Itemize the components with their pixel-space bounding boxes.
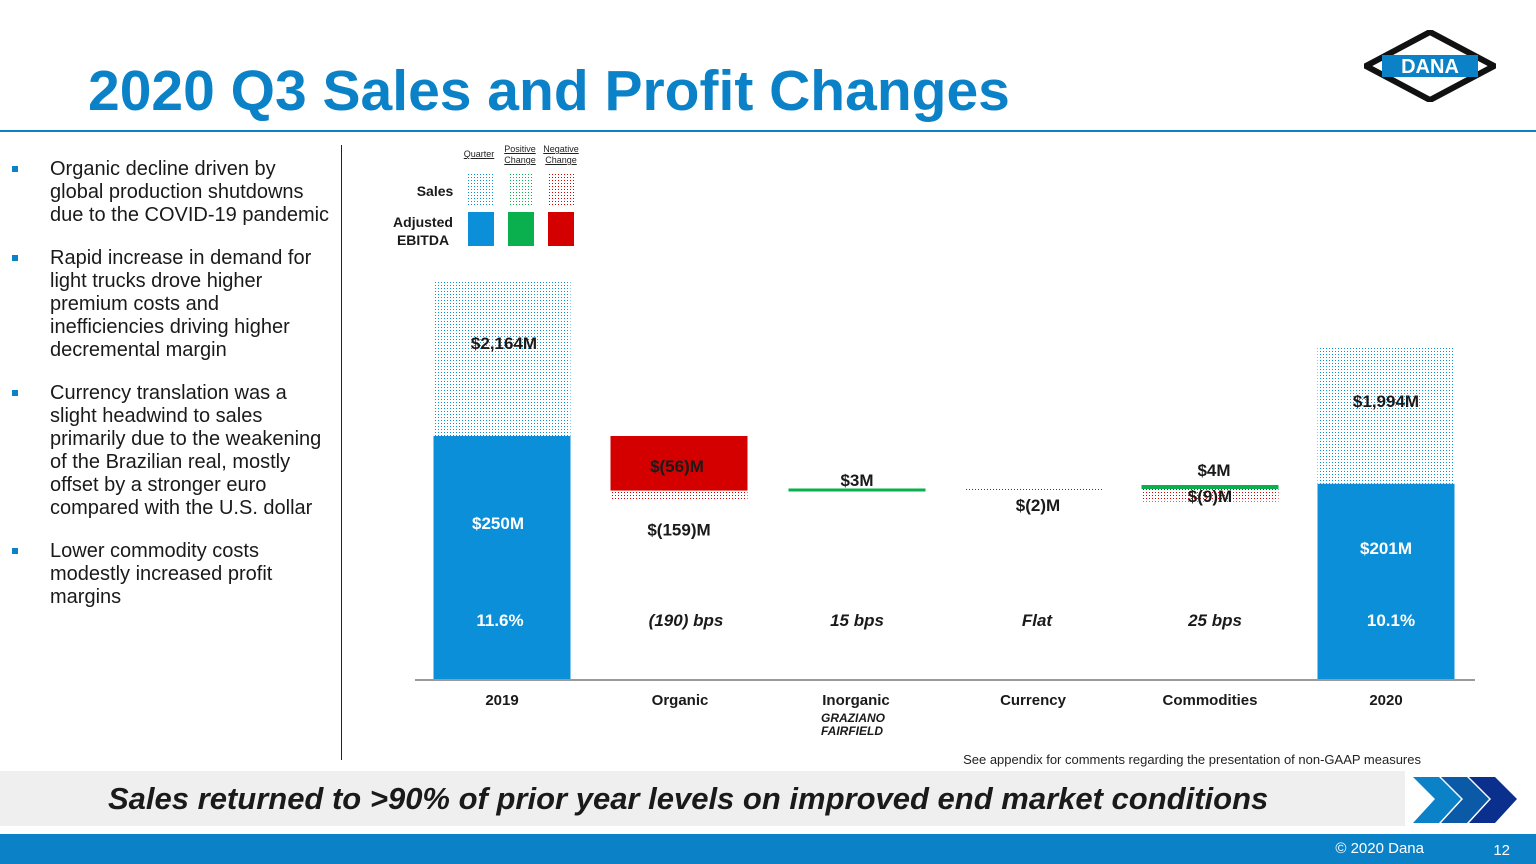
x-tick-label-2020: 2020: [1369, 692, 1402, 709]
legend-swatch-ebitda-quarter: [468, 212, 494, 246]
svg-text:GRAZIANO: GRAZIANO: [821, 711, 886, 725]
legend-swatch-sales-quarter: [468, 173, 494, 207]
bullet-square-icon: [12, 255, 18, 261]
bullet-item: Currency translation was a slight headwi…: [12, 382, 332, 520]
label-sales-inorganic: $3M: [840, 471, 873, 490]
bar-sales-inorganic: [788, 491, 926, 492]
margin-label-1: (190) bps: [649, 611, 724, 630]
conclusion-banner: [0, 771, 1405, 826]
margin-label-4: 25 bps: [1187, 611, 1242, 630]
bullet-item: Organic decline driven by global product…: [12, 158, 332, 227]
label-sales-2020: $1,994M: [1353, 392, 1419, 411]
legend-swatch-sales-positive: [508, 173, 534, 207]
x-tick-label-commodities: Commodities: [1162, 692, 1257, 709]
legend-col-negative: Negative Change: [543, 144, 579, 165]
bar-sales-commodities: [1141, 489, 1279, 502]
legend-row-ebitda: Adjusted EBITDA: [393, 214, 453, 248]
bar-sales-currency: [965, 489, 1103, 491]
title-divider: [0, 130, 1536, 132]
svg-text:FAIRFIELD: FAIRFIELD: [821, 724, 883, 737]
bar-sales-organic: [610, 490, 748, 501]
conclusion-text: Sales returned to >90% of prior year lev…: [108, 781, 1269, 816]
logo-text: DANA: [1401, 56, 1459, 78]
footnote: See appendix for comments regarding the …: [963, 752, 1421, 767]
legend-col-quarter: Quarter: [463, 149, 495, 159]
bar-sales-2019: [433, 281, 571, 436]
bullet-square-icon: [12, 166, 18, 172]
bar-ebitda-inorganic: [788, 488, 926, 492]
bullet-list: Organic decline driven by global product…: [12, 158, 332, 629]
label-ebitda-2019: $250M: [472, 514, 524, 533]
x-tick-label-currency: Currency: [1000, 692, 1067, 709]
label-ebitda-organic: $(56)M: [650, 457, 704, 476]
label-sales-2019: $2,164M: [471, 334, 537, 353]
margin-label-3: Flat: [1022, 611, 1054, 630]
graziano-fairfield-logo: GRAZIANO FAIRFIELD: [821, 711, 886, 737]
copyright: © 2020 Dana: [1335, 840, 1424, 857]
bullet-square-icon: [12, 548, 18, 554]
legend-swatch-ebitda-negative: [548, 212, 574, 246]
legend-col-positive: Positive Change: [504, 144, 536, 165]
label-ebitda-commodities: $4M: [1197, 461, 1230, 480]
legend-row-sales: Sales: [416, 183, 454, 199]
footer-bar: [0, 834, 1536, 864]
page-title: 2020 Q3 Sales and Profit Changes: [88, 59, 1010, 123]
label-sales-currency: $(2)M: [1016, 496, 1060, 515]
legend-swatch-ebitda-positive: [508, 212, 534, 246]
bar-ebitda-commodities: [1141, 485, 1279, 489]
legend-swatch-sales-negative: [548, 173, 574, 207]
label-sales-organic: $(159)M: [647, 521, 710, 540]
chevron-arrows-icon: [1405, 771, 1536, 828]
x-tick-label-2019: 2019: [485, 692, 518, 709]
margin-label-5: 10.1%: [1367, 611, 1415, 630]
bar-ebitda-organic: [610, 436, 748, 491]
margin-label-2: 15 bps: [830, 611, 884, 630]
bar-ebitda-2019: [433, 436, 571, 680]
x-tick-label-organic: Organic: [652, 692, 709, 709]
page-number: 12: [1493, 842, 1510, 859]
bullet-item: Rapid increase in demand for light truck…: [12, 247, 332, 362]
label-sales-commodities: $(9)M: [1188, 487, 1232, 506]
margin-label-0: 11.6%: [476, 611, 523, 630]
label-ebitda-2020: $201M: [1360, 539, 1412, 558]
bullet-square-icon: [12, 390, 18, 396]
bar-sales-2020: [1317, 346, 1455, 484]
bullet-item: Lower commodity costs modestly increased…: [12, 540, 332, 609]
bar-ebitda-2020: [1317, 483, 1455, 680]
dana-logo: DANA: [1364, 30, 1496, 102]
column-divider: [341, 145, 342, 760]
x-tick-label-inorganic: Inorganic: [822, 692, 890, 709]
